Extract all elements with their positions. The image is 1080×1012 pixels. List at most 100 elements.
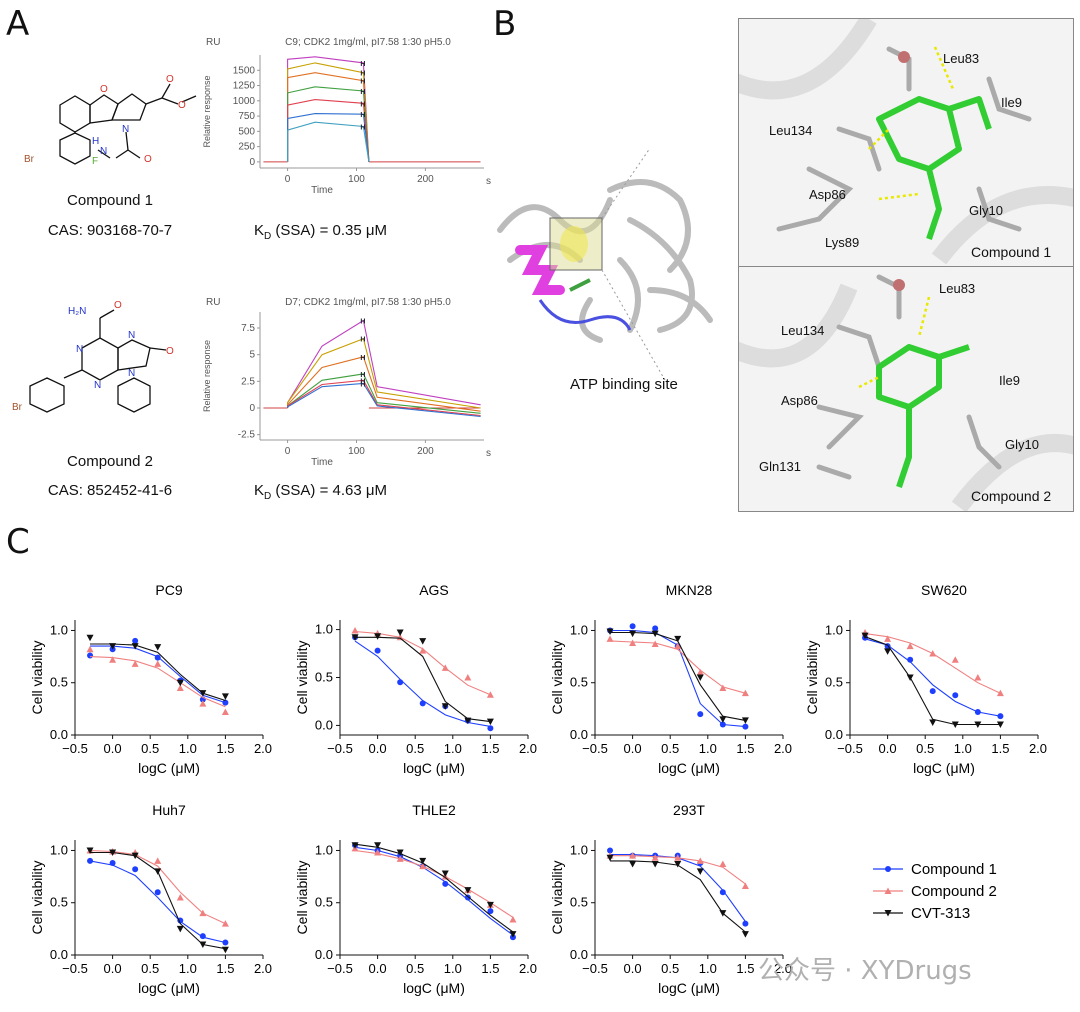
- spr-marker: H: [360, 372, 365, 379]
- spr-xtick-label: 200: [417, 446, 434, 457]
- x-tick-label: 2.0: [774, 741, 792, 756]
- data-point-cvt313: [951, 721, 959, 729]
- c1-atom-o1: O: [100, 84, 108, 95]
- data-point-compound1: [199, 933, 206, 940]
- data-point-cvt313: [109, 849, 117, 857]
- residue-ile9: Ile9: [999, 373, 1020, 388]
- y-tick-label: 0.5: [570, 675, 588, 690]
- x-tick-label: 2.0: [1029, 741, 1047, 756]
- data-point-compound2: [674, 642, 682, 650]
- y-axis-label: Cell viability: [29, 861, 45, 935]
- spr-marker: H: [360, 71, 365, 78]
- data-point-compound2: [884, 635, 892, 642]
- y-axis-label: Cell viability: [294, 641, 310, 715]
- data-point-compound1: [442, 880, 449, 887]
- data-point-compound2: [951, 656, 959, 663]
- chart-title: THLE2: [412, 802, 456, 818]
- y-tick-label: 1.0: [570, 622, 588, 637]
- spr-ytick-label: 750: [238, 111, 255, 122]
- x-tick-label: 1.0: [444, 961, 462, 976]
- data-point-cvt313: [486, 718, 494, 726]
- y-tick-label: 1.0: [570, 842, 588, 857]
- spr-marker: H: [360, 112, 365, 119]
- c1-atom-n2: N: [100, 146, 107, 157]
- data-point-cvt313: [974, 721, 982, 729]
- compound2-name: Compound 2: [67, 453, 153, 470]
- data-point-cvt313: [629, 861, 637, 868]
- y-tick-label: 1.0: [50, 622, 68, 637]
- data-point-compound1: [652, 625, 659, 632]
- kd-sub: D: [264, 491, 272, 502]
- x-tick-label: 2.0: [774, 961, 792, 976]
- x-tick-label: 0.5: [916, 741, 934, 756]
- data-point-cvt313: [176, 679, 184, 687]
- spr-sensorgram-series: [287, 113, 370, 162]
- spr-marker: H: [360, 337, 365, 344]
- data-point-compound2: [374, 849, 382, 856]
- kd-value: (SSA) = 4.63 μM: [271, 482, 388, 499]
- data-point-cvt313: [86, 847, 94, 854]
- data-point-compound2: [509, 915, 517, 923]
- data-point-compound1: [629, 623, 636, 630]
- data-point-cvt313: [86, 634, 94, 642]
- spr-marker: H: [360, 378, 365, 385]
- y-tick-label: 0.0: [315, 947, 333, 962]
- spr-xtick-label: 0: [285, 174, 291, 185]
- compound1-cas: CAS: 903168-70-7: [47, 222, 173, 239]
- y-axis-label: Cell viability: [549, 641, 565, 715]
- data-point-cvt313: [464, 717, 472, 725]
- binding-pose-compound2: Leu83 Leu134 Ile9 Asp86 Gly10 Gln131 Com…: [724, 266, 1080, 513]
- x-tick-label: 1.0: [179, 961, 197, 976]
- data-point-compound1: [374, 647, 381, 654]
- data-point-compound2: [419, 862, 427, 870]
- fit-curve: [354, 843, 514, 933]
- data-point-compound2: [441, 664, 449, 671]
- data-point-compound1: [487, 725, 494, 732]
- fit-curve: [354, 640, 491, 727]
- spr-sensorgram-series: [287, 56, 370, 162]
- atp-binding-site-label: ATP binding site: [570, 376, 678, 393]
- spr-sensorgram-series: [287, 379, 481, 417]
- panel-letter-c: C: [6, 522, 30, 562]
- spr-xtick-label: 0: [285, 446, 291, 457]
- data-point-compound1: [397, 679, 404, 686]
- y-tick-label: 0.5: [50, 895, 68, 910]
- x-tick-label: 0.5: [406, 961, 424, 976]
- x-tick-label: 1.5: [216, 961, 234, 976]
- y-tick-label: 0.5: [825, 675, 843, 690]
- spr-xtick-label: 200: [417, 174, 434, 185]
- data-point-cvt313: [884, 648, 892, 655]
- data-point-compound1: [222, 699, 229, 706]
- data-point-cvt313: [651, 630, 659, 638]
- spr-ylabel: Relative response: [202, 340, 212, 412]
- chart-title: MKN28: [666, 582, 713, 598]
- spr-chart-compound2: RU D7; CDK2 1mg/ml, pI7.58 1:30 pH5.0 Rela…: [202, 297, 491, 468]
- data-point-compound2: [464, 674, 472, 681]
- c1-atom-br: Br: [24, 154, 35, 165]
- x-tick-label: 0.0: [369, 961, 387, 976]
- kd-k: K: [254, 222, 265, 239]
- x-tick-label: 0.0: [624, 961, 642, 976]
- x-tick-label: 0.0: [104, 741, 122, 756]
- compound1-kd: KD (SSA) = 0.35 μM: [254, 222, 387, 242]
- data-point-compound1: [719, 721, 726, 728]
- spr-marker: H: [360, 61, 365, 68]
- data-point-cvt313: [929, 719, 937, 726]
- compound2-kd: KD (SSA) = 4.63 μM: [254, 482, 387, 502]
- data-point-compound2: [199, 909, 207, 917]
- c2-atom-n2: N: [94, 380, 101, 391]
- data-point-cvt313: [396, 629, 404, 636]
- data-point-cvt313: [199, 690, 207, 697]
- data-point-cvt313: [441, 703, 449, 710]
- c1-atom-hn: H: [92, 136, 99, 147]
- data-point-compound1: [719, 889, 726, 896]
- c2-atom-br: Br: [12, 402, 23, 413]
- panel-letter-b: B: [493, 4, 517, 44]
- y-tick-label: 0.5: [315, 670, 333, 685]
- spr-ytick-label: 1500: [233, 65, 256, 76]
- x-axis-label: logC (μM): [138, 980, 200, 996]
- data-point-compound2: [199, 700, 207, 707]
- data-point-compound1: [697, 711, 704, 718]
